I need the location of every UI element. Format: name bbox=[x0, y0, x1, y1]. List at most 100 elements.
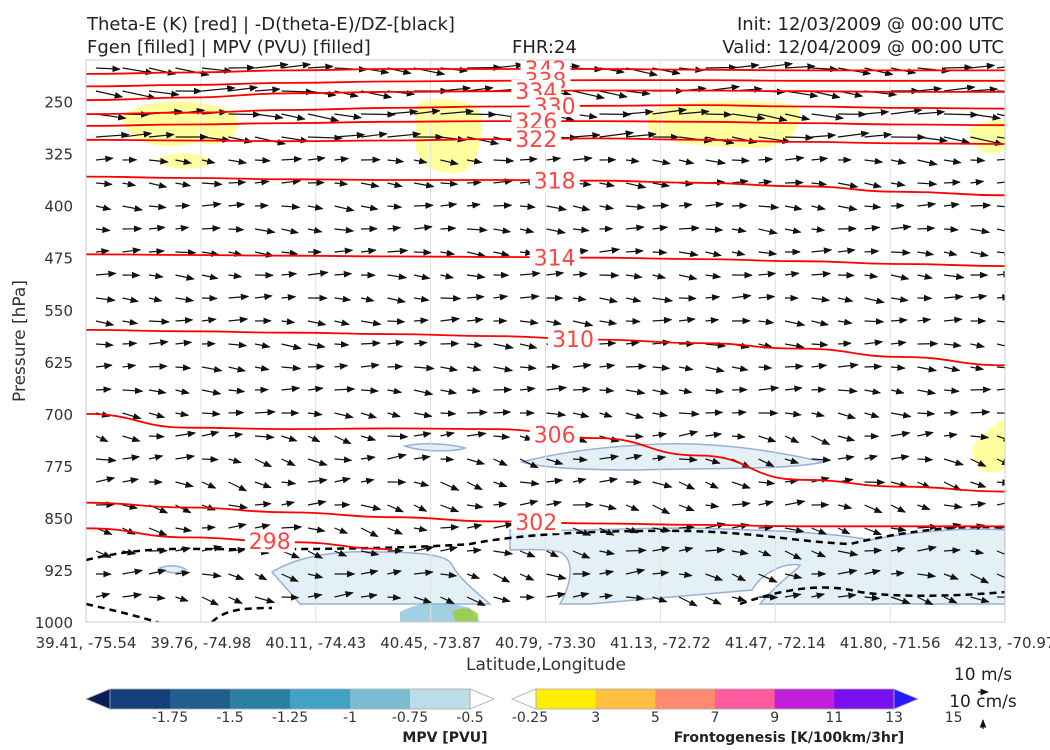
wind-vector bbox=[307, 526, 326, 534]
wind-vector bbox=[95, 435, 109, 443]
wind-vector bbox=[970, 202, 992, 209]
wind-vector bbox=[811, 180, 828, 188]
wind-vector bbox=[890, 158, 907, 165]
wind-vector bbox=[307, 499, 327, 507]
wind-vector bbox=[705, 457, 721, 465]
wind-vector bbox=[572, 132, 601, 139]
wind-vector bbox=[440, 571, 458, 579]
wind-vector bbox=[572, 362, 592, 370]
wind-vector bbox=[413, 224, 433, 231]
wind-vector bbox=[811, 226, 826, 233]
wind-vector bbox=[254, 157, 271, 164]
wind-vector bbox=[758, 458, 775, 467]
wind-vector bbox=[890, 481, 909, 488]
wind-vector bbox=[917, 596, 934, 606]
wind-vector bbox=[652, 202, 670, 210]
wind-vector bbox=[122, 90, 157, 100]
wind-vector bbox=[705, 596, 722, 605]
wind-vector bbox=[201, 545, 223, 552]
wind-vector bbox=[731, 62, 760, 70]
wind-vector bbox=[281, 178, 302, 186]
wind-vector bbox=[440, 596, 455, 605]
wind-vector bbox=[917, 456, 934, 463]
wind-vector bbox=[519, 318, 539, 326]
wind-vector bbox=[175, 67, 210, 77]
wind-vector bbox=[572, 271, 588, 278]
wind-vector bbox=[387, 387, 403, 395]
wind-vector bbox=[254, 408, 276, 416]
wind-vector bbox=[996, 294, 1005, 301]
wind-vector bbox=[122, 477, 140, 484]
wind-vector bbox=[652, 272, 667, 280]
wind-vector bbox=[705, 387, 725, 395]
wind-vector bbox=[758, 203, 780, 211]
wind-vector bbox=[466, 387, 481, 394]
wind-vector bbox=[360, 527, 379, 538]
y-tick-label: 925 bbox=[44, 562, 73, 580]
wind-vector bbox=[466, 293, 485, 301]
wind-vector bbox=[996, 550, 1005, 555]
wind-vector bbox=[519, 270, 541, 278]
contour-label-bg bbox=[511, 110, 562, 133]
wind-vector bbox=[837, 503, 853, 510]
wind-vector bbox=[970, 364, 985, 372]
init-time: Init: 12/03/2009 @ 00:00 UTC bbox=[736, 14, 1004, 35]
wind-vector bbox=[360, 549, 380, 557]
wind-vector bbox=[360, 181, 380, 189]
wind-vector bbox=[387, 569, 402, 576]
wind-vector bbox=[254, 458, 273, 468]
wind-vector bbox=[943, 387, 960, 395]
wind-vector bbox=[731, 157, 750, 164]
wind-vector bbox=[705, 226, 724, 233]
wind-vector bbox=[360, 504, 382, 511]
wind-vector bbox=[943, 458, 964, 466]
wind-vector bbox=[678, 158, 695, 165]
y-tick-label: 550 bbox=[44, 302, 73, 320]
wind-vector bbox=[228, 179, 247, 186]
wind-vector bbox=[413, 596, 432, 604]
wind-vector bbox=[837, 247, 856, 255]
wind-vector bbox=[652, 504, 671, 515]
wind-vector bbox=[864, 478, 886, 486]
wind-vector bbox=[970, 573, 990, 584]
wind-vector bbox=[201, 180, 223, 188]
wind-vector bbox=[307, 385, 324, 393]
wind-vector bbox=[917, 388, 937, 396]
wind-vector bbox=[387, 453, 407, 460]
wind-vector bbox=[95, 476, 116, 483]
wind-vector bbox=[307, 477, 328, 485]
wind-vector bbox=[943, 365, 961, 373]
wind-vector bbox=[784, 410, 802, 418]
wind-vector bbox=[519, 479, 540, 487]
wind-vector bbox=[625, 504, 640, 512]
wind-vector bbox=[334, 155, 350, 163]
wind-vector bbox=[493, 343, 514, 350]
wind-vector bbox=[731, 178, 749, 186]
wind-vector bbox=[970, 408, 991, 416]
wind-vector bbox=[864, 248, 880, 255]
wind-vector bbox=[784, 270, 800, 278]
wind-vector bbox=[493, 458, 508, 466]
wind-vector bbox=[122, 454, 141, 462]
wind-vector bbox=[413, 389, 434, 396]
wind-vector bbox=[917, 225, 936, 232]
wind-vector bbox=[95, 320, 115, 327]
wind-vector bbox=[758, 179, 773, 186]
wind-vector bbox=[705, 341, 727, 349]
wind-vector bbox=[811, 319, 829, 327]
wind-vector bbox=[307, 179, 325, 187]
wind-vector bbox=[652, 224, 669, 232]
wind-vector bbox=[228, 596, 243, 604]
wind-vector bbox=[996, 158, 1005, 161]
wind-vector bbox=[334, 113, 363, 121]
wind-vector bbox=[281, 573, 299, 582]
wind-vector bbox=[175, 364, 192, 371]
wind-vector bbox=[625, 108, 654, 116]
wind-vector bbox=[493, 409, 512, 416]
wind-vector bbox=[970, 156, 986, 164]
wind-vector bbox=[122, 387, 144, 395]
wind-vector bbox=[625, 296, 642, 303]
wind-vector bbox=[917, 503, 931, 511]
wind-vector bbox=[758, 573, 778, 583]
wind-vector bbox=[466, 547, 482, 554]
